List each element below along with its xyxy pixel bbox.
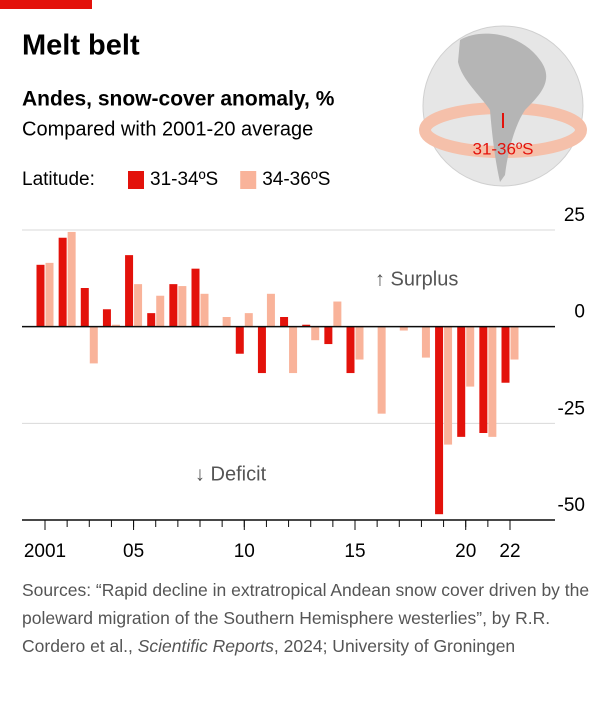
bar — [156, 295, 165, 327]
bar — [147, 313, 156, 327]
bar — [111, 324, 120, 327]
bar — [479, 326, 488, 433]
bar — [45, 262, 54, 327]
x-tick-label: 10 — [234, 541, 255, 562]
bar — [444, 326, 453, 445]
bar — [36, 264, 45, 327]
x-tick-label: 2001 — [24, 541, 66, 562]
chart-title: Melt belt — [22, 30, 140, 62]
bar — [289, 326, 298, 374]
x-tick-label: 05 — [123, 541, 144, 562]
bar — [421, 326, 430, 358]
bar — [333, 301, 342, 327]
legend-label: 31-34ºS — [150, 169, 218, 190]
globe-label: 31-36ºS — [472, 139, 533, 158]
bar — [58, 237, 67, 327]
chart: Melt belt Andes, snow-cover anomaly, % C… — [0, 0, 587, 562]
brand-bar — [0, 0, 92, 9]
bar — [346, 326, 355, 374]
y-tick-label: 0 — [574, 302, 585, 323]
x-tick-label: 20 — [455, 541, 476, 562]
y-tick-label: 25 — [564, 205, 585, 226]
bar — [244, 313, 253, 327]
bar — [125, 255, 134, 327]
bar — [510, 326, 519, 360]
continent — [458, 33, 547, 183]
bar — [355, 326, 364, 360]
legend-title: Latitude: — [22, 169, 95, 190]
bar — [302, 324, 311, 327]
y-tick-label: -25 — [558, 398, 585, 419]
bar — [501, 326, 510, 383]
bar — [102, 309, 111, 327]
bar — [200, 293, 209, 327]
annotation: ↑ Surplus — [375, 268, 458, 290]
bar — [80, 288, 89, 327]
bar — [377, 326, 386, 414]
bar — [457, 326, 466, 437]
bar — [89, 326, 98, 364]
bar — [280, 317, 289, 327]
bar — [488, 326, 497, 437]
bar — [222, 317, 231, 327]
bar — [311, 326, 320, 341]
annotation: ↓ Deficit — [195, 463, 267, 485]
bar — [266, 293, 275, 327]
bar — [466, 326, 475, 387]
y-tick-label: -50 — [558, 495, 585, 516]
bar — [134, 284, 143, 327]
x-tick-label: 22 — [499, 541, 520, 562]
bar — [324, 326, 333, 345]
source-text: , 2024; University of Groningen — [273, 636, 516, 656]
x-tick-label: 15 — [344, 541, 365, 562]
bar — [169, 284, 178, 327]
subtitle2: Compared with 2001-20 average — [22, 118, 313, 140]
legend-swatch — [128, 171, 144, 189]
source: Sources: “Rapid decline in extratropical… — [22, 576, 592, 660]
globe: 31-36ºS — [419, 25, 587, 187]
subtitle: Andes, snow-cover anomaly, % — [22, 88, 335, 111]
bar — [435, 326, 444, 515]
bar — [67, 231, 76, 327]
legend-swatch — [240, 171, 257, 189]
source-italic: Scientific Reports — [137, 636, 274, 656]
bar — [178, 286, 187, 327]
legend-label: 34-36ºS — [262, 169, 330, 190]
bar — [235, 326, 244, 354]
bar — [191, 268, 200, 327]
bar — [257, 326, 266, 374]
source-text: Sources: “Rapid decline in extratropical… — [22, 580, 590, 656]
bar — [399, 326, 408, 331]
